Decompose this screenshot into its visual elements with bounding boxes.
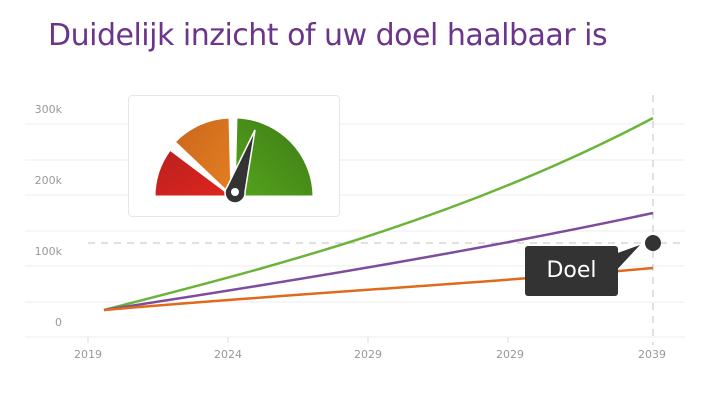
page-title: Duidelijk inzicht of uw doel haalbaar is: [48, 18, 608, 53]
goal-tooltip: Doel: [525, 246, 618, 296]
series-optimistic: [103, 116, 654, 312]
speedometer-gauge-icon: [152, 115, 316, 204]
x-tick-label: 2019: [74, 348, 102, 361]
x-tick-label: 2024: [214, 348, 242, 361]
x-tick-label: 2029: [496, 348, 524, 361]
y-tick-100k: 100k: [34, 245, 62, 258]
series-expected: [103, 211, 654, 312]
x-tick-label: 2029: [354, 348, 382, 361]
gauge-card: [128, 95, 340, 217]
goal-point-icon: [645, 235, 661, 251]
y-tick-0: 0: [55, 316, 62, 329]
gauge-needle: [224, 129, 256, 204]
x-tick-label: 2039: [638, 348, 666, 361]
y-tick-300k: 300k: [34, 103, 62, 116]
tooltip-pointer: [612, 245, 640, 275]
y-tick-200k: 200k: [34, 174, 62, 187]
x-ticks: [87, 337, 509, 343]
